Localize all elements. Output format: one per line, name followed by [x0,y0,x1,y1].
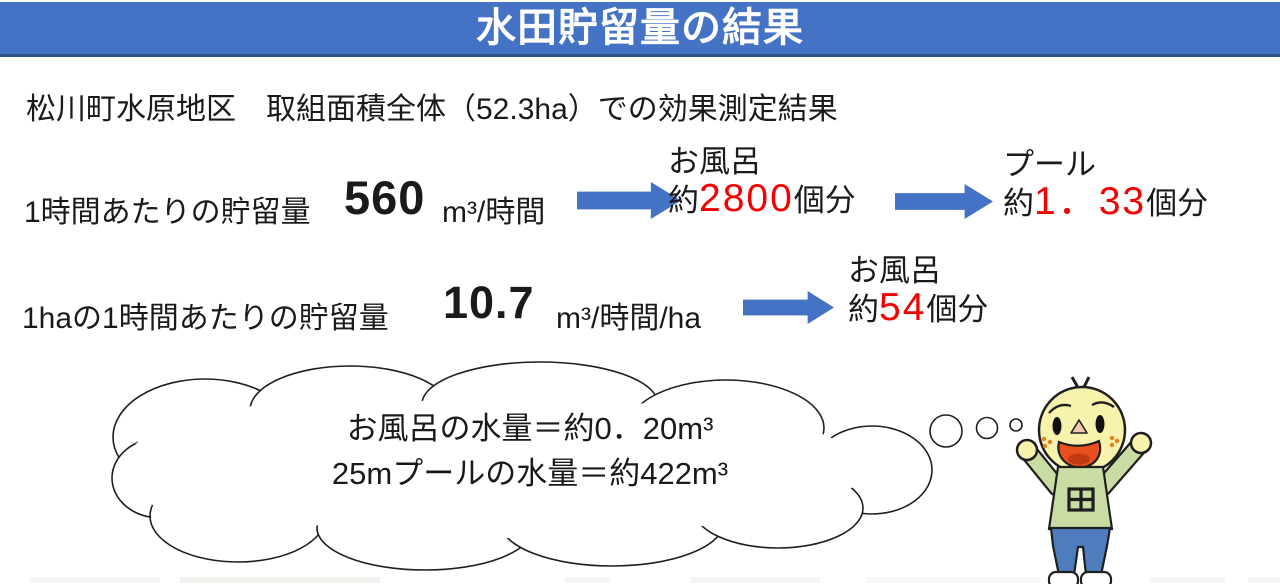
conversion-suffix: 個分 [926,292,989,327]
conversion-pool-row1: プール 約 1．33 個分 [1003,146,1208,225]
metric-2-label: 1haの1時間あたりの貯留量 [22,302,389,335]
conversion-amount-line: 約 2800 個分 [668,177,856,222]
shirt-kanji-emblem [1067,487,1095,512]
thought-scene [111,361,1153,584]
conversion-bath-row1: お風呂 約 2800 個分 [668,143,856,222]
thought-bubble-cloud [111,361,933,571]
mascot-left-shoe [1047,570,1080,584]
mascot-left-eye [1052,417,1062,435]
mascot-freckles [1041,435,1120,449]
mascot-right-hand [1129,431,1153,455]
conversion-prefix: 約 [848,292,879,327]
thought-circle-medium [975,416,999,440]
mascot-right-eyebrow [1091,401,1115,408]
subtitle: 松川町水原地区 取組面積全体（52.3ha）での効果測定結果 [26,93,838,126]
conversion-suffix: 個分 [1146,186,1209,221]
conversion-prefix: 約 [668,183,699,218]
conversion-name: お風呂 [848,253,941,288]
bubble-line-2: 25mプールの水量＝約422m³ [331,456,729,491]
metric-1-value: 560 [344,171,426,224]
conversion-suffix: 個分 [793,183,856,218]
metric-2-unit: m³/時間/ha [556,302,702,335]
mascot-right-eye [1095,415,1105,433]
mascot-left-hand [1015,438,1039,462]
mascot-left-eyebrow [1048,403,1072,414]
arrow-right-icon [743,291,834,324]
conversion-amount: 54 [879,286,927,329]
arrow-right-icon [577,182,681,219]
thought-circle-large [929,414,963,448]
conversion-amount: 1．33 [1034,180,1147,223]
conversion-name: お風呂 [668,144,761,179]
conversion-amount-line: 約 54 個分 [848,286,989,331]
bubble-line-1: お風呂の水量＝約0．20m³ [346,411,714,446]
conversion-bath-row2: お風呂 約 54 個分 [848,252,988,331]
conversion-amount-line: 約 1．33 個分 [1003,180,1209,225]
mascot-nose [1070,419,1088,434]
mascot-character [1015,376,1153,584]
metric-1-label: 1時間あたりの貯留量 [24,196,311,229]
thought-bubble-text: お風呂の水量＝約0．20m³ 25mプールの水量＝約422m³ [150,406,910,496]
mascot-right-shoe [1079,570,1113,584]
conversion-amount: 2800 [699,177,794,220]
mascot-tongue [1068,453,1090,465]
thought-trail-circles [929,414,1023,448]
thought-circle-small [1009,418,1023,432]
conversion-name: プール [1003,147,1096,182]
slide-title: 水田貯留量の結果 [476,6,804,50]
mascot-pants [1049,526,1112,577]
arrow-right-icon [895,184,993,219]
metric-1-unit: m³/時間 [442,196,546,229]
conversion-prefix: 約 [1003,186,1034,221]
metric-2-value: 10.7 [443,277,535,328]
title-banner: 水田貯留量の結果 [0,2,1280,57]
